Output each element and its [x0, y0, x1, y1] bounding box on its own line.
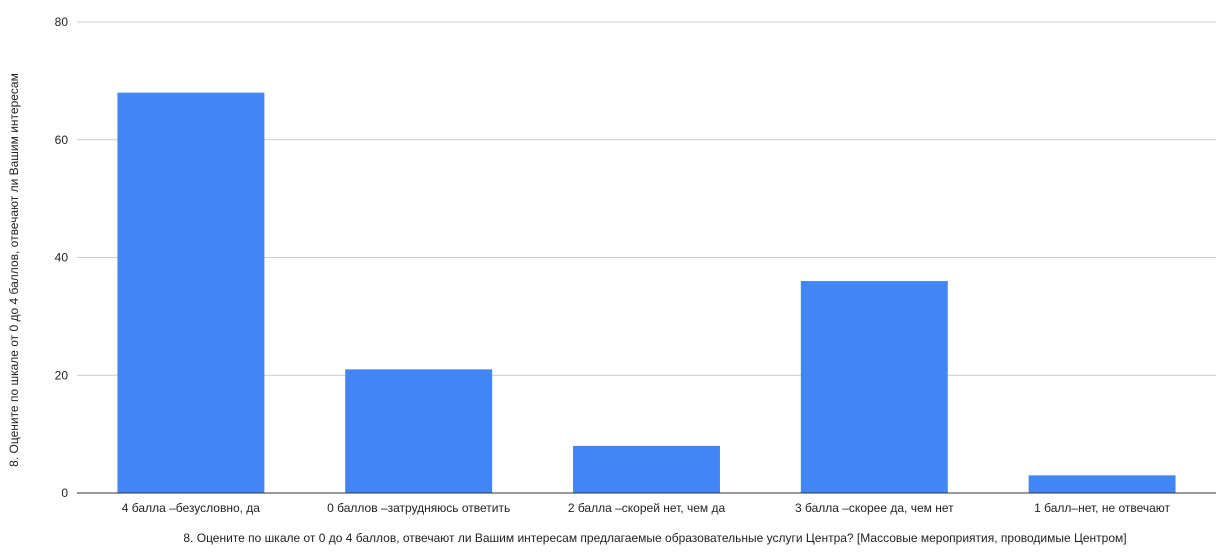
x-tick-label: 3 балла –скорее да, чем нет — [795, 501, 954, 515]
bar — [345, 369, 493, 493]
x-tick-label: 0 баллов –затрудняюсь ответить — [327, 501, 510, 515]
bar — [800, 281, 948, 493]
y-tick-label: 0 — [61, 486, 68, 500]
bar — [117, 92, 265, 494]
labels: 0 20 40 60 80 4 балла –безусловно, да 0 баллов… — [55, 15, 1171, 515]
x-axis-title: 8. Оцените по шкале от 0 до 4 баллов, от… — [183, 531, 1126, 545]
y-axis-title: 8. Оцените по шкале от 0 до 4 баллов, от… — [7, 73, 21, 467]
bar — [573, 445, 720, 493]
y-tick-label: 60 — [55, 133, 69, 147]
x-tick-label: 2 балла –скорей нет, чем да — [568, 501, 726, 515]
gridlines — [77, 21, 1216, 376]
bar — [1028, 475, 1176, 493]
x-tick-label: 4 балла –безусловно, да — [122, 501, 261, 515]
x-tick-label: 1 балл–нет, не отвечают — [1034, 501, 1170, 515]
y-tick-label: 20 — [55, 368, 69, 382]
y-tick-label: 40 — [55, 251, 69, 265]
y-tick-label: 80 — [55, 15, 69, 29]
bars — [117, 92, 1176, 494]
